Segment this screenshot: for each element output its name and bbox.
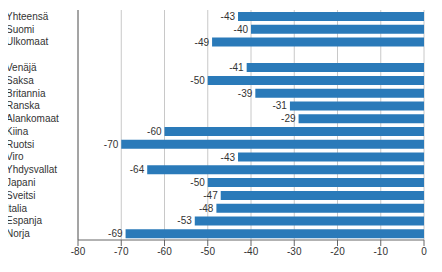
svg-text:Yhdysvallat: Yhdysvallat — [8, 164, 57, 175]
svg-text:Alankomaat: Alankomaat — [8, 113, 59, 124]
svg-text:Sveitsi: Sveitsi — [8, 190, 35, 201]
svg-text:-80: -80 — [71, 246, 86, 257]
svg-text:-70: -70 — [104, 139, 119, 150]
svg-text:Suomi: Suomi — [8, 24, 34, 35]
svg-text:Ranska: Ranska — [8, 100, 40, 111]
svg-text:-41: -41 — [229, 62, 244, 73]
svg-text:Britannia: Britannia — [8, 88, 46, 99]
svg-text:-39: -39 — [238, 88, 253, 99]
svg-text:-69: -69 — [108, 228, 123, 239]
svg-text:-70: -70 — [114, 246, 129, 257]
svg-text:Yhteensä: Yhteensä — [8, 11, 49, 22]
svg-text:Norja: Norja — [8, 228, 30, 239]
svg-text:Japani: Japani — [8, 177, 35, 188]
svg-text:Venäjä: Venäjä — [8, 62, 37, 73]
svg-text:-53: -53 — [177, 215, 192, 226]
svg-text:Ulkomaat: Ulkomaat — [8, 36, 48, 47]
svg-text:-50: -50 — [190, 177, 205, 188]
svg-text:-60: -60 — [157, 246, 172, 257]
svg-text:-60: -60 — [147, 126, 162, 137]
svg-text:-30: -30 — [287, 246, 302, 257]
svg-text:Ruotsi: Ruotsi — [8, 139, 34, 150]
svg-text:-40: -40 — [244, 246, 259, 257]
svg-text:Kiina: Kiina — [8, 126, 29, 137]
svg-text:-20: -20 — [330, 246, 345, 257]
svg-text:-49: -49 — [195, 37, 210, 48]
svg-text:Italia: Italia — [8, 203, 28, 214]
svg-text:-43: -43 — [221, 11, 236, 22]
svg-text:-29: -29 — [281, 113, 296, 124]
svg-text:-31: -31 — [272, 100, 287, 111]
svg-text:-47: -47 — [203, 190, 218, 201]
svg-text:-48: -48 — [199, 203, 214, 214]
svg-text:-64: -64 — [130, 164, 145, 175]
svg-text:-50: -50 — [201, 246, 216, 257]
svg-text:0: 0 — [421, 246, 427, 257]
svg-text:Viro: Viro — [8, 151, 24, 162]
svg-text:-40: -40 — [234, 24, 249, 35]
svg-text:-50: -50 — [190, 75, 205, 86]
svg-text:-43: -43 — [221, 152, 236, 163]
svg-text:Saksa: Saksa — [8, 75, 34, 86]
svg-text:-10: -10 — [374, 246, 389, 257]
svg-text:Espanja: Espanja — [8, 215, 43, 226]
